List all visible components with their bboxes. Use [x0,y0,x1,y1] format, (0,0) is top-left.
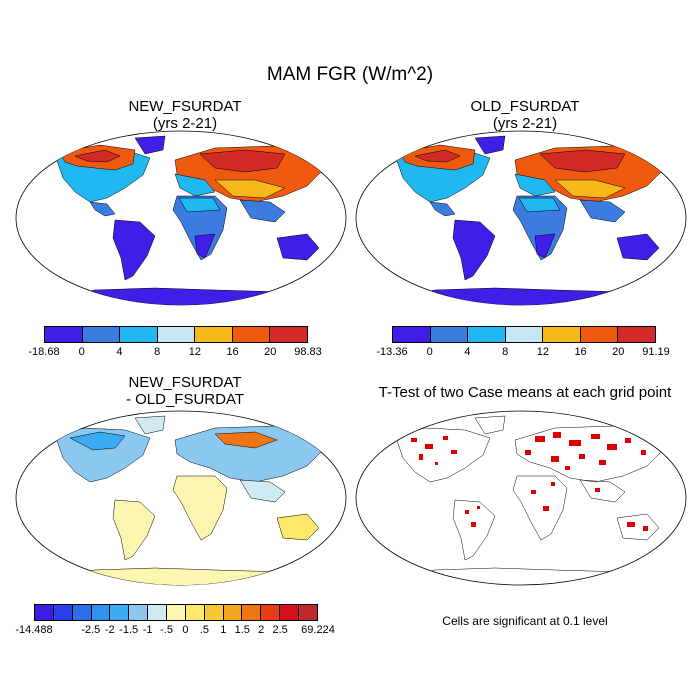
colorbar-label: 1 [220,624,227,636]
colorbar-label: 8 [154,346,161,358]
colorbar-label: -13.36 [376,346,408,358]
colorbar-labels-difference: -14.488 -2.5 -2 -1.5 -1 -.5 0 .5 1 1.5 2 2.5 69.224 [15,624,334,638]
panel-title-ttest: T-Test of two Case means at each grid po… [378,384,672,401]
colorbar-swatch [232,327,271,342]
colorbar-label: -18.68 [28,346,60,358]
colorbar-swatch [242,605,262,620]
colorbar-label: -14.488 [15,624,53,636]
panel-title-new-line2: (yrs 2-21) [152,115,218,132]
colorbar-label: 4 [116,346,123,358]
map-ttest [355,410,687,586]
colorbar-label: 1.5 [234,624,250,636]
colorbar-boxes [34,604,318,621]
colorbar-label: -.5 [160,624,173,636]
panel-title-new: NEW_FSURDAT (yrs 2-21) [15,98,355,132]
map-new-fsurdat [15,130,347,306]
colorbar-label: -1.5 [119,624,139,636]
colorbar-label: 69.224 [301,624,335,636]
colorbar-swatch [82,327,121,342]
colorbar-swatch [35,605,54,620]
colorbar-swatch [299,605,317,620]
colorbar-swatch [167,605,186,620]
colorbar-swatch [618,327,656,342]
panel-title-old-line1: OLD_FSURDAT [470,98,580,115]
panel-title-old: OLD_FSURDAT (yrs 2-21) [355,98,695,132]
colorbar-label: 0 [182,624,189,636]
colorbar-swatch [430,327,469,342]
panel-title-new-line1: NEW_FSURDAT [128,98,242,115]
panel-title-diff-line1: NEW_FSURDAT [128,374,242,391]
colorbar-label: 20 [264,346,277,358]
colorbar-swatch [110,605,130,620]
colorbar-swatch [148,605,168,620]
main-title: MAM FGR (W/m^2) [266,64,434,85]
colorbar-swatch [505,327,544,342]
colorbar-swatch [195,327,233,342]
colorbar-label: 16 [226,346,239,358]
panel-title-diff-line2: - OLD_FSURDAT [125,391,245,408]
colorbar-swatch [53,605,73,620]
colorbar-old-fsurdat [392,326,656,343]
colorbar-label: .5 [199,624,209,636]
colorbar-new-fsurdat [44,326,308,343]
colorbar-label: 16 [574,346,587,358]
map-old-fsurdat [355,130,687,306]
colorbar-difference [34,604,318,621]
colorbar-label: 2 [258,624,265,636]
colorbar-labels-old-fsurdat: -13.36 0 4 8 12 16 20 91.19 [376,346,669,360]
colorbar-swatch [129,605,149,620]
colorbar-swatch [204,605,224,620]
colorbar-swatch [223,605,243,620]
colorbar-swatch [185,605,205,620]
colorbar-label: 4 [464,346,471,358]
colorbar-swatch [393,327,431,342]
colorbar-label: 98.83 [294,346,322,358]
colorbar-swatch [468,327,506,342]
colorbar-label: 2.5 [272,624,288,636]
colorbar-swatch [580,327,619,342]
colorbar-label: 0 [78,346,85,358]
colorbar-label: 12 [536,346,549,358]
colorbar-label: -1 [142,624,153,636]
colorbar-swatch [261,605,281,620]
panel-title-diff: NEW_FSURDAT - OLD_FSURDAT [15,374,355,408]
colorbar-swatch [543,327,581,342]
colorbar-swatch [120,327,158,342]
colorbar-label: 8 [502,346,509,358]
colorbar-label: 20 [612,346,625,358]
colorbar-label: -2 [104,624,115,636]
colorbar-boxes [392,326,656,343]
map-difference [15,410,347,586]
colorbar-swatch [91,605,111,620]
colorbar-label: 91.19 [642,346,670,358]
colorbar-swatch [270,327,308,342]
colorbar-swatch [157,327,196,342]
colorbar-label: 12 [188,346,201,358]
colorbar-label: 0 [426,346,433,358]
colorbar-label: -2.5 [81,624,101,636]
panel-title-old-line2: (yrs 2-21) [492,115,558,132]
colorbar-swatch [280,605,300,620]
colorbar-labels-new-fsurdat: -18.68 0 4 8 12 16 20 98.83 [28,346,321,360]
ttest-note: Cells are significant at 0.1 level [442,614,608,628]
colorbar-swatch [45,327,83,342]
colorbar-swatch [72,605,92,620]
colorbar-boxes [44,326,308,343]
